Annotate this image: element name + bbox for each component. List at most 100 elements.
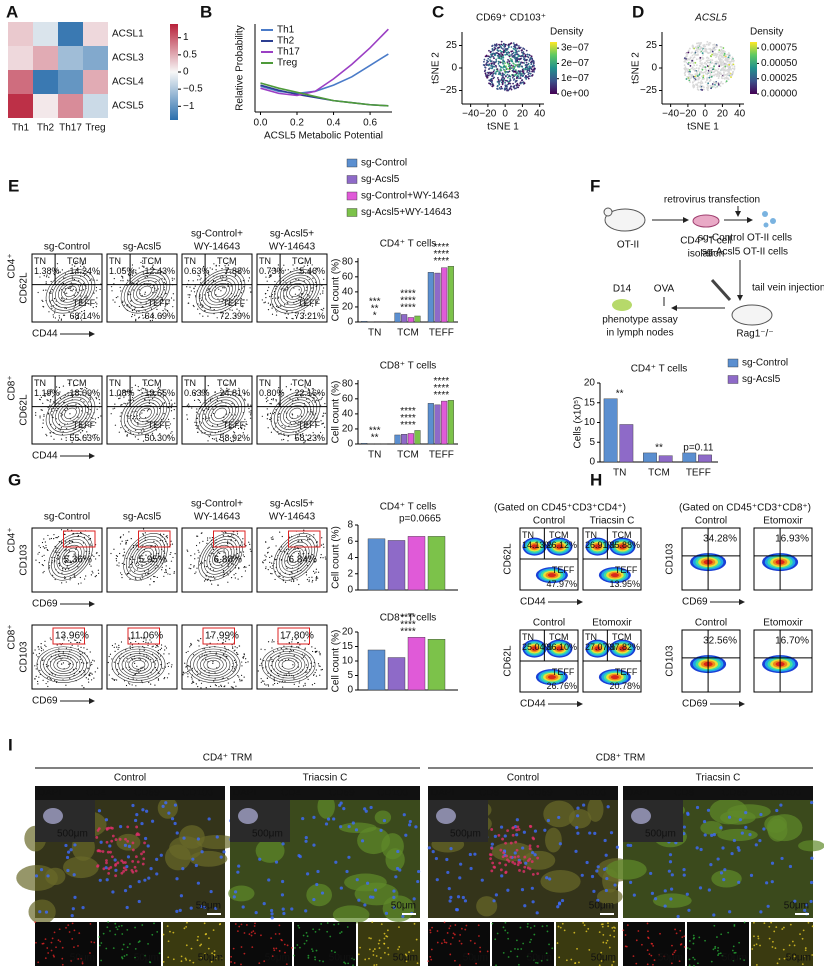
event-dot bbox=[241, 661, 243, 663]
channel-signal bbox=[192, 961, 195, 964]
legend-label: Treg bbox=[277, 58, 297, 69]
panel-letter: C bbox=[432, 3, 444, 22]
event-dot bbox=[123, 402, 125, 404]
event-dot bbox=[163, 413, 165, 415]
cell-dot bbox=[706, 73, 709, 76]
cell-dot bbox=[507, 43, 510, 46]
event-dot bbox=[283, 550, 285, 552]
event-dot bbox=[263, 683, 266, 685]
event-dot bbox=[319, 399, 321, 401]
assay-label: in lymph nodes bbox=[606, 328, 673, 339]
cell-dot bbox=[715, 85, 718, 88]
channel-label: CD103 bbox=[182, 788, 214, 799]
legend-swatch bbox=[346, 208, 358, 217]
event-dot bbox=[190, 568, 192, 570]
event-dot bbox=[182, 671, 185, 673]
marker-signal bbox=[110, 855, 114, 859]
event-dot bbox=[212, 425, 214, 427]
event-dot bbox=[168, 673, 170, 675]
event-dot bbox=[260, 678, 262, 680]
event-dot bbox=[61, 298, 63, 300]
event-dot bbox=[44, 559, 46, 562]
nucleus bbox=[215, 835, 219, 839]
event-dot bbox=[46, 435, 48, 437]
event-dot bbox=[314, 647, 316, 649]
event-dot bbox=[265, 296, 267, 299]
event-dot bbox=[242, 554, 244, 556]
cell-dot bbox=[721, 67, 723, 70]
nucleus bbox=[332, 817, 336, 821]
event-dot bbox=[290, 388, 292, 390]
marker-signal bbox=[107, 867, 111, 871]
event-dot bbox=[206, 566, 208, 568]
event-dot bbox=[288, 672, 290, 674]
cell-dot bbox=[502, 73, 505, 76]
bar bbox=[387, 540, 406, 591]
event-dot bbox=[206, 644, 208, 646]
cell-dot bbox=[701, 75, 704, 78]
line-series bbox=[260, 82, 389, 107]
gate-percent: 1.08% bbox=[109, 388, 135, 398]
event-dot bbox=[79, 641, 81, 644]
event-dot bbox=[278, 416, 280, 418]
bar bbox=[698, 454, 712, 463]
event-dot bbox=[81, 661, 83, 664]
nucleus bbox=[182, 836, 186, 840]
cell-dot bbox=[695, 67, 698, 70]
event-dot bbox=[47, 665, 50, 667]
cell-dot bbox=[521, 70, 524, 72]
event-dot bbox=[136, 669, 138, 671]
event-dot bbox=[271, 647, 273, 649]
event-dot bbox=[208, 555, 211, 557]
event-dot bbox=[57, 319, 59, 321]
y-axis-label: CD62L bbox=[503, 543, 514, 575]
cell-dot bbox=[697, 70, 700, 72]
event-dot bbox=[171, 403, 173, 405]
cell-dot bbox=[701, 47, 703, 49]
event-dot bbox=[114, 403, 116, 405]
event-dot bbox=[141, 566, 143, 568]
event-dot bbox=[163, 289, 166, 291]
event-dot bbox=[158, 672, 160, 675]
event-dot bbox=[305, 289, 307, 291]
nucleus bbox=[126, 855, 131, 859]
cell-dot bbox=[718, 75, 720, 78]
event-dot bbox=[49, 401, 51, 403]
event-dot bbox=[307, 678, 309, 680]
cell-dot bbox=[499, 45, 502, 48]
cell-dot bbox=[516, 72, 518, 75]
bar bbox=[401, 314, 408, 323]
gate-label: TEFF bbox=[298, 420, 321, 430]
event-dot bbox=[114, 301, 116, 303]
event-dot bbox=[173, 417, 175, 420]
cell-dot bbox=[501, 82, 504, 84]
cell-dot bbox=[725, 76, 728, 79]
cell-dot bbox=[499, 88, 502, 90]
cell-dot bbox=[706, 71, 709, 74]
cell-dot bbox=[488, 49, 490, 52]
event-dot bbox=[272, 538, 274, 540]
cell-dot bbox=[491, 67, 494, 70]
dish-icon bbox=[692, 214, 720, 228]
cell-dot bbox=[483, 60, 485, 63]
cell-dot bbox=[498, 71, 501, 73]
event-dot bbox=[41, 299, 43, 302]
event-dot bbox=[140, 430, 142, 432]
event-dot bbox=[164, 645, 166, 647]
cell-dot bbox=[500, 85, 503, 88]
nucleus bbox=[181, 867, 185, 871]
bar bbox=[414, 315, 421, 323]
significance: **** bbox=[434, 390, 450, 401]
cell-dot bbox=[531, 74, 533, 77]
cell-dot bbox=[530, 68, 533, 71]
cell-dot bbox=[693, 67, 696, 70]
event-dot bbox=[153, 575, 155, 578]
event-dot bbox=[43, 538, 45, 540]
event-dot bbox=[91, 278, 93, 280]
cell-dot bbox=[513, 65, 516, 68]
row-label: ACSL5 bbox=[112, 101, 144, 112]
cell-dot bbox=[517, 71, 519, 73]
event-dot bbox=[197, 308, 199, 310]
event-dot bbox=[221, 311, 223, 314]
event-dot bbox=[244, 570, 247, 572]
